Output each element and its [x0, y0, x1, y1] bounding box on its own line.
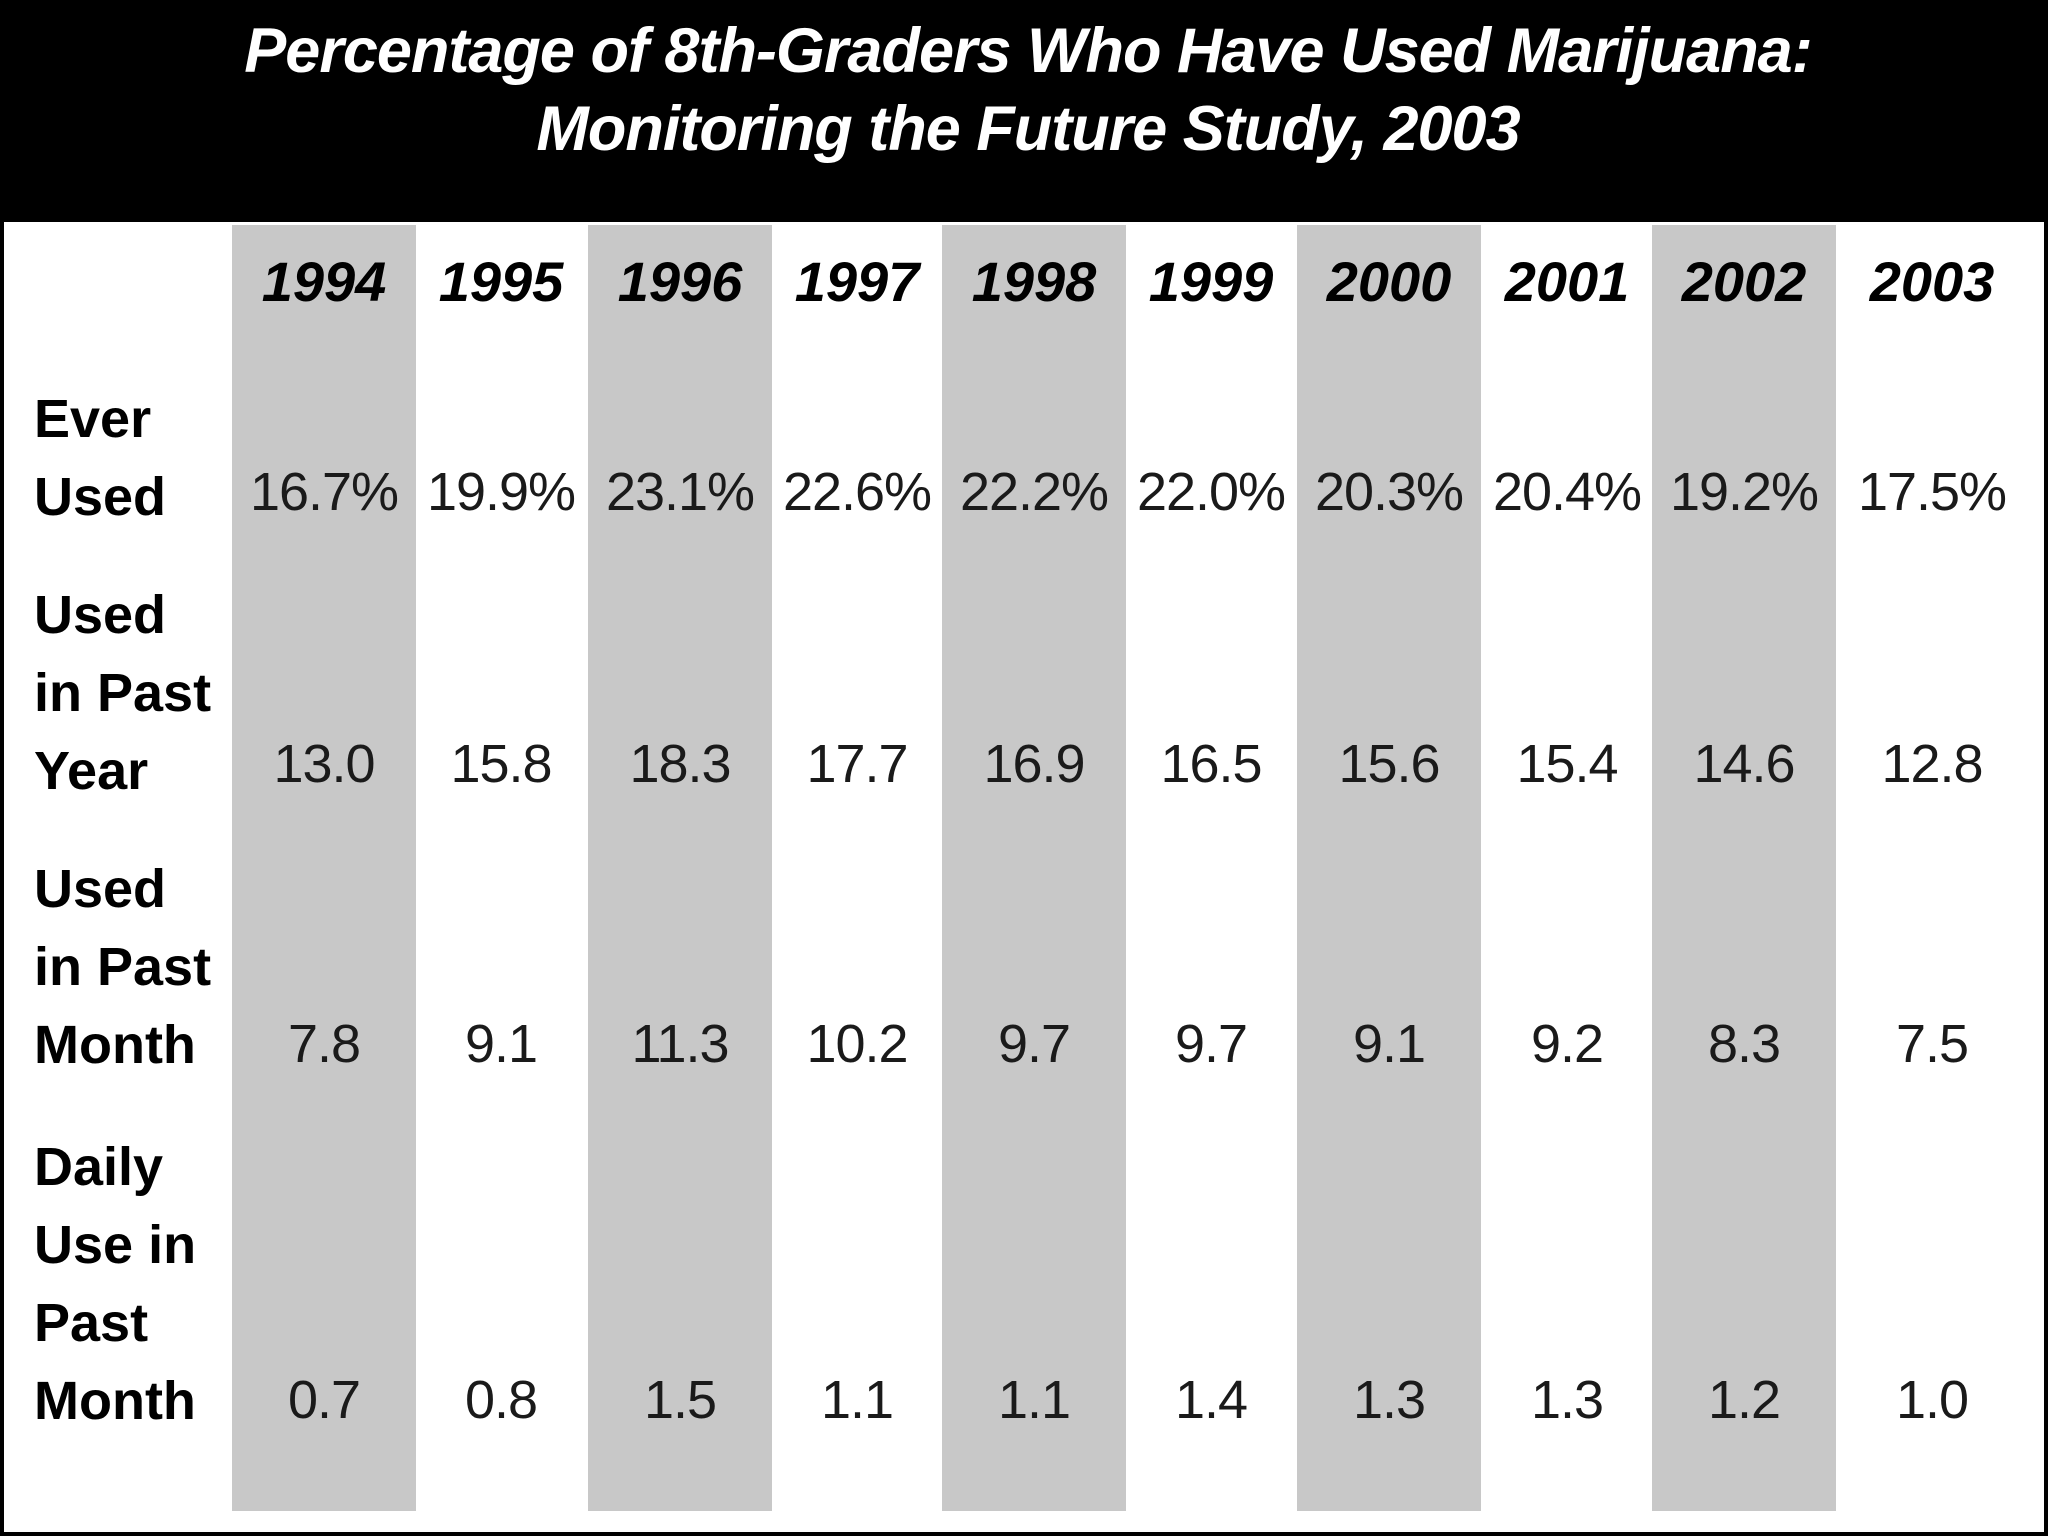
table-cell: 15.6	[1338, 734, 1440, 794]
table-cell: 20.4%	[1492, 462, 1642, 522]
table-cell: 20.3%	[1314, 462, 1464, 522]
column-header-1999: 1999	[1148, 250, 1274, 313]
table-cell: 11.3	[631, 1014, 729, 1074]
table-cell: 8.3	[1707, 1014, 1781, 1074]
table-cell: 23.1%	[605, 462, 755, 522]
row-label-4: Daily Use in Past Month	[34, 1137, 197, 1431]
column-header-2003: 2003	[1869, 250, 1995, 313]
table-cell: 1.2	[1707, 1370, 1781, 1430]
row-label-3: Used in Past Month	[34, 859, 212, 1075]
table-cell: 0.7	[287, 1370, 361, 1430]
table-cell: 10.2	[806, 1014, 908, 1074]
column-header-1995: 1995	[438, 250, 564, 313]
table-cell: 1.3	[1530, 1370, 1604, 1430]
table-cell: 16.5	[1160, 734, 1262, 794]
column-header-2002: 2002	[1681, 250, 1807, 313]
table-cell: 22.6%	[782, 462, 932, 522]
column-band-2002	[1652, 225, 1836, 1511]
table-cell: 9.7	[1174, 1014, 1248, 1074]
column-header-1996: 1996	[617, 250, 743, 313]
table-cell: 0.8	[464, 1370, 538, 1430]
table-cell: 9.1	[1352, 1014, 1426, 1074]
column-band-2000	[1297, 225, 1481, 1511]
table-cell: 18.3	[629, 734, 731, 794]
table-cell: 17.5%	[1857, 462, 2007, 522]
table-cell: 16.9	[983, 734, 1085, 794]
chart-title-line-1: Percentage of 8th-Graders Who Have Used …	[244, 16, 1812, 86]
column-band-1994	[232, 225, 416, 1511]
table-cell: 7.5	[1895, 1014, 1969, 1074]
table-cell: 22.2%	[959, 462, 1109, 522]
column-band-1996	[588, 225, 772, 1511]
table-cell: 22.0%	[1136, 462, 1286, 522]
column-header-2001: 2001	[1504, 250, 1630, 313]
row-label-2: Used in Past Year	[34, 585, 212, 801]
column-header-1997: 1997	[794, 250, 920, 313]
row-label-1: Ever Used	[34, 389, 167, 527]
table-cell: 1.5	[643, 1370, 717, 1430]
table-cell: 16.7%	[249, 462, 399, 522]
table-cell: 15.4	[1516, 734, 1618, 794]
table-cell: 12.8	[1881, 734, 1983, 794]
table-cell: 13.0	[273, 734, 375, 794]
table-cell: 7.8	[287, 1014, 361, 1074]
column-header-1994: 1994	[261, 250, 387, 313]
column-header-2000: 2000	[1326, 250, 1452, 313]
chart-title: Percentage of 8th-Graders Who Have Used …	[4, 0, 2048, 222]
table-cell: 15.8	[450, 734, 552, 794]
table-cell: 9.2	[1530, 1014, 1604, 1074]
column-header-1998: 1998	[971, 250, 1097, 313]
table-cell: 14.6	[1693, 734, 1795, 794]
chart-title-line-2: Monitoring the Future Study, 2003	[536, 94, 1520, 164]
table-cell: 1.4	[1174, 1370, 1248, 1430]
table-cell: 1.1	[997, 1370, 1071, 1430]
table-cell: 9.1	[464, 1014, 538, 1074]
table-cell: 17.7	[806, 734, 908, 794]
table-cell: 19.2%	[1669, 462, 1819, 522]
table-cell: 1.0	[1895, 1370, 1969, 1430]
table-cell: 9.7	[997, 1014, 1071, 1074]
table-cell: 1.1	[820, 1370, 894, 1430]
column-band-1998	[942, 225, 1126, 1511]
table-cell: 1.3	[1352, 1370, 1426, 1430]
table-cell: 19.9%	[426, 462, 576, 522]
